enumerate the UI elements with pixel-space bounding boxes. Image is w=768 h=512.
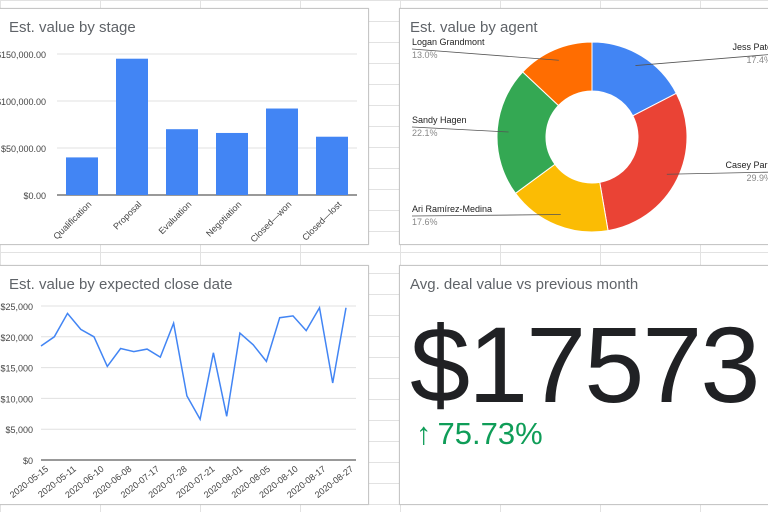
agent-slice-percent: 17.4%	[746, 55, 768, 65]
stage-x-tick-label: Evaluation	[157, 199, 194, 236]
avg-deal-delta-value: 75.73%	[437, 416, 543, 451]
agent-slice-percent: 29.9%	[746, 173, 768, 183]
avg-deal-delta: ↑ 75.73%	[416, 416, 543, 452]
agent-slice-percent: 17.6%	[412, 217, 438, 227]
stage-y-tick-label: $0.00	[23, 191, 46, 201]
agent-slice-percent: 22.1%	[412, 128, 438, 138]
stage-bar[interactable]	[216, 132, 248, 195]
stage-bar[interactable]	[66, 157, 98, 195]
agent-leader-line	[411, 126, 509, 133]
agent-leader-line	[666, 171, 768, 175]
close-date-chart-card[interactable]: Est. value by expected close date $0 $5,0…	[0, 265, 369, 505]
agent-slice-label: Sandy Hagen	[412, 115, 467, 125]
agent-slice-label: Casey Park	[725, 160, 768, 170]
close-date-y-tick-label: $5,000	[5, 425, 33, 435]
agent-donut-chart: Jess Pate 17.4% Casey Park 29.9% Ari Ramírez…	[411, 37, 768, 233]
agent-slice[interactable]	[522, 41, 593, 107]
agent-chart-card[interactable]: Est. value by agent Jess Pate 17.4% Casey …	[399, 8, 768, 245]
stage-x-tick-label: Proposal	[111, 199, 143, 231]
stage-bar-chart: $0.00 $50,000.00 $100,000.00 $150,000.00 Qua…	[0, 50, 357, 244]
agent-leader-line	[635, 54, 768, 66]
agent-leader-line	[411, 214, 561, 217]
close-date-chart-title: Est. value by expected close date	[9, 276, 233, 293]
stage-chart-card[interactable]: Est. value by stage $0.00 $50,000.00 $100,…	[0, 8, 369, 245]
stage-bar[interactable]	[266, 108, 298, 195]
agent-slice-label: Logan Grandmont	[412, 37, 485, 47]
agent-slice-label: Ari Ramírez-Medina	[412, 204, 492, 214]
close-date-y-tick-label: $20,000	[0, 333, 33, 343]
stage-chart-title: Est. value by stage	[9, 19, 136, 36]
arrow-up-icon: ↑	[416, 416, 432, 451]
close-date-series-line[interactable]	[40, 305, 347, 422]
agent-slice-percent: 13.0%	[412, 50, 438, 60]
agent-chart-title: Est. value by agent	[410, 19, 538, 36]
agent-slice[interactable]	[496, 71, 560, 195]
close-date-y-tick-label: $10,000	[0, 394, 33, 404]
close-date-y-tick-label: $25,000	[0, 302, 33, 312]
stage-x-tick-label: Closed—won	[248, 199, 293, 244]
close-date-y-tick-label: $0	[23, 456, 33, 466]
stage-y-tick-label: $150,000.00	[0, 50, 46, 60]
stage-y-tick-label: $100,000.00	[0, 97, 46, 107]
agent-slice[interactable]	[599, 92, 688, 232]
stage-x-tick-label: Qualification	[51, 199, 93, 241]
avg-deal-value: $17573	[410, 304, 760, 425]
stage-x-tick-label: Negotiation	[204, 199, 243, 238]
avg-deal-title: Avg. deal value vs previous month	[410, 276, 639, 293]
stage-bar[interactable]	[166, 129, 198, 195]
close-date-line-chart: $0$5,000$10,000$15,000$20,000$25,0002020…	[0, 302, 356, 500]
stage-y-tick-label: $50,000.00	[1, 144, 46, 154]
agent-slice-label: Jess Pate	[732, 42, 768, 52]
stage-x-tick-label: Closed—lost	[300, 199, 344, 243]
agent-leader-line	[411, 48, 559, 61]
avg-deal-scorecard[interactable]: Avg. deal value vs previous month $17573…	[399, 265, 768, 505]
close-date-y-tick-label: $15,000	[0, 364, 33, 374]
stage-bar[interactable]	[316, 136, 348, 195]
stage-bar[interactable]	[116, 58, 148, 196]
